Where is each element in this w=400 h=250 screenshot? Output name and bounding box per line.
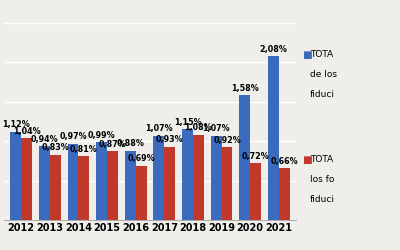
Text: 0,88%: 0,88% — [116, 139, 144, 148]
Text: ■: ■ — [302, 50, 312, 60]
Bar — [250, 163, 261, 220]
Text: 1,58%: 1,58% — [231, 84, 259, 93]
Bar — [239, 96, 250, 220]
Text: 1,08%: 1,08% — [184, 124, 212, 132]
Text: 0,93%: 0,93% — [156, 135, 184, 144]
Bar — [68, 144, 78, 220]
Text: 1,15%: 1,15% — [174, 118, 201, 127]
Text: 1,07%: 1,07% — [202, 124, 230, 133]
Text: los fo: los fo — [310, 175, 334, 184]
Bar — [182, 129, 193, 220]
Text: 0,97%: 0,97% — [59, 132, 87, 141]
Bar — [50, 154, 61, 220]
Bar — [39, 146, 50, 220]
Text: 0,69%: 0,69% — [127, 154, 155, 163]
Text: 1,04%: 1,04% — [13, 127, 40, 136]
Text: 1,12%: 1,12% — [2, 120, 30, 129]
Text: TOTA: TOTA — [310, 50, 333, 59]
Text: 0,83%: 0,83% — [41, 143, 69, 152]
Bar — [268, 56, 279, 220]
Bar — [279, 168, 290, 220]
Text: 0,99%: 0,99% — [88, 130, 116, 140]
Bar — [164, 147, 175, 220]
Bar — [10, 132, 21, 220]
Text: de los: de los — [310, 70, 337, 79]
Bar — [193, 135, 204, 220]
Bar — [78, 156, 89, 220]
Bar — [136, 166, 146, 220]
Bar — [211, 136, 222, 220]
Text: 0,72%: 0,72% — [242, 152, 270, 161]
Text: 0,81%: 0,81% — [70, 145, 98, 154]
Text: 0,87%: 0,87% — [99, 140, 126, 149]
Bar — [21, 138, 32, 220]
Text: 0,94%: 0,94% — [30, 134, 58, 143]
Text: 0,66%: 0,66% — [270, 156, 298, 166]
Text: TOTA: TOTA — [310, 155, 333, 164]
Bar — [154, 136, 164, 220]
Bar — [125, 150, 136, 220]
Bar — [107, 152, 118, 220]
Text: fiduci: fiduci — [310, 195, 335, 204]
Text: ■: ■ — [302, 155, 312, 165]
Bar — [222, 148, 232, 220]
Bar — [96, 142, 107, 220]
Text: 1,07%: 1,07% — [145, 124, 173, 133]
Text: 2,08%: 2,08% — [260, 45, 287, 54]
Text: 0,92%: 0,92% — [213, 136, 241, 145]
Text: fiduci: fiduci — [310, 90, 335, 99]
